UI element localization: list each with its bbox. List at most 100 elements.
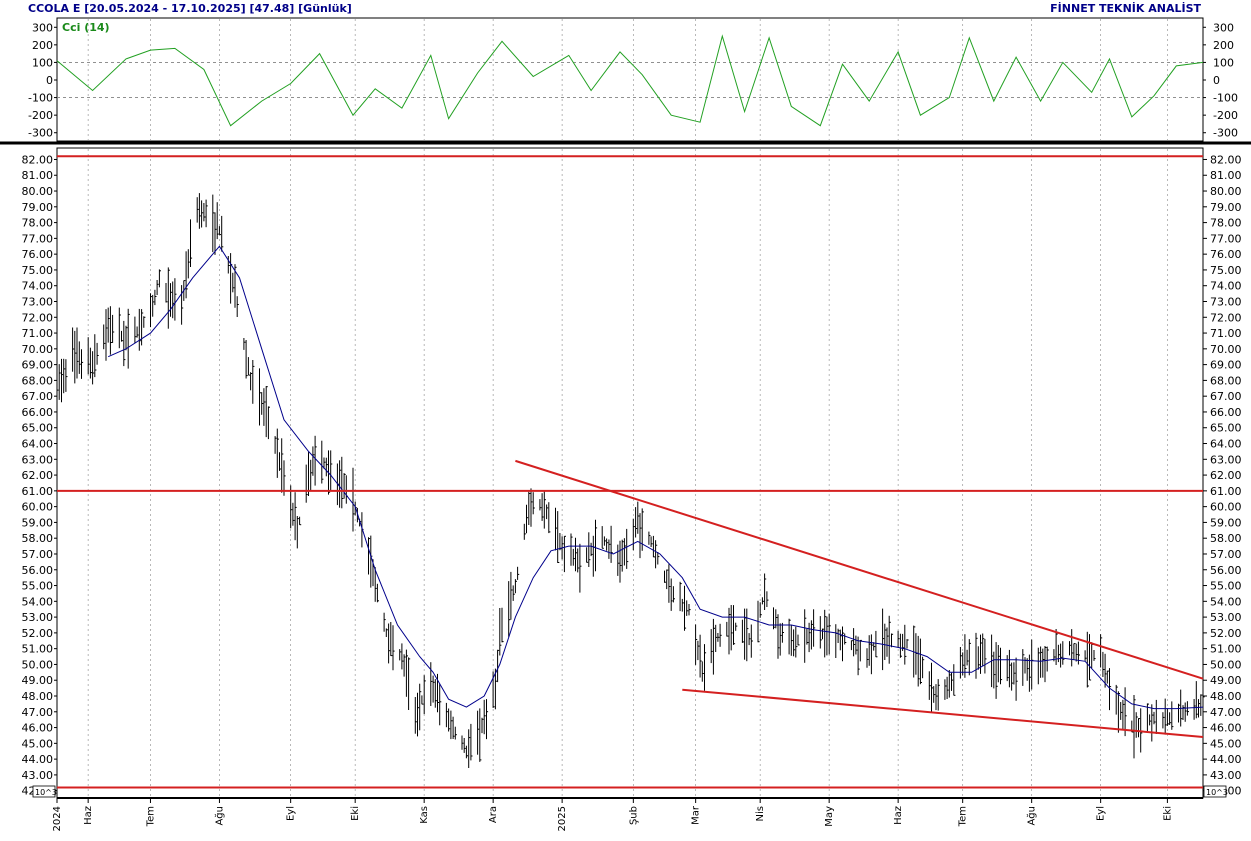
price-y-tick-label-right: 64.00	[1210, 438, 1242, 451]
price-y-tick-label-left: 49.00	[22, 674, 54, 687]
price-y-tick-label-right: 81.00	[1210, 169, 1242, 182]
cci-line	[56, 34, 1204, 127]
trendlines	[515, 459, 1204, 739]
trendline	[515, 459, 1204, 680]
price-y-tick-label-right: 45.00	[1210, 737, 1242, 750]
price-y-tick-label-left: 46.00	[22, 722, 54, 735]
cci-y-tick-label-left: 0	[46, 74, 53, 87]
price-y-tick-label-left: 76.00	[22, 248, 54, 261]
price-y-tick-label-left: 74.00	[22, 280, 54, 293]
cci-y-tick-label-left: -100	[28, 92, 53, 105]
price-y-tick-label-right: 48.00	[1210, 690, 1242, 703]
price-y-tick-label-left: 65.00	[22, 422, 54, 435]
price-y-tick-label-left: 50.00	[22, 658, 54, 671]
cci-y-tick-label-left: -200	[28, 109, 53, 122]
cci-y-tick-label-right: 0	[1213, 74, 1220, 87]
price-y-tick-label-left: 82.00	[22, 153, 54, 166]
price-y-tick-label-right: 79.00	[1210, 201, 1242, 214]
price-y-tick-label-left: 78.00	[22, 217, 54, 230]
price-y-axis: 82.00 82.00 81.00 81.00 80.00 80.00 79.00 79.00…	[22, 153, 1242, 797]
price-y-tick-label-right: 75.00	[1210, 264, 1242, 277]
x-tick-label: Eki	[350, 806, 361, 821]
cci-panel-frame	[56, 17, 1204, 142]
price-y-tick-label-left: 61.00	[22, 485, 54, 498]
x-tick-label: Tem	[958, 806, 969, 827]
price-y-tick-label-left: 62.00	[22, 469, 54, 482]
price-y-tick-label-right: 49.00	[1210, 674, 1242, 687]
cci-y-axis: 300 300 200 200 100 100 0 0 -100 -100 -200 -200 -300…	[28, 21, 1238, 139]
price-y-tick-label-right: 82.00	[1210, 153, 1242, 166]
price-y-tick-label-left: 54.00	[22, 595, 54, 608]
cci-y-tick-label-right: 100	[1213, 56, 1234, 69]
price-y-tick-label-right: 55.00	[1210, 580, 1242, 593]
price-y-tick-label-right: 59.00	[1210, 516, 1242, 529]
price-y-tick-label-right: 63.00	[1210, 453, 1242, 466]
x-tick-label: Nis	[755, 806, 766, 821]
price-y-tick-label-left: 64.00	[22, 438, 54, 451]
price-y-tick-label-left: 68.00	[22, 374, 54, 387]
price-y-tick-label-left: 69.00	[22, 359, 54, 372]
price-y-tick-label-right: 51.00	[1210, 643, 1242, 656]
y-scale-label-right: 10^3	[1206, 788, 1228, 797]
price-y-tick-label-right: 58.00	[1210, 532, 1242, 545]
price-y-tick-label-right: 43.00	[1210, 769, 1242, 782]
cci-y-tick-label-right: -100	[1213, 92, 1238, 105]
x-tick-label: Eyl	[286, 806, 297, 821]
price-y-tick-label-left: 56.00	[22, 564, 54, 577]
price-y-tick-label-left: 44.00	[22, 753, 54, 766]
price-y-tick-label-right: 68.00	[1210, 374, 1242, 387]
price-y-tick-label-right: 74.00	[1210, 280, 1242, 293]
cci-series	[56, 34, 1204, 127]
x-axis: 2024 Haz Tem Ağu Eyl Eki Kas Ara 2025 Şub Mar Nis Ma…	[52, 798, 1173, 831]
price-y-tick-label-right: 69.00	[1210, 359, 1242, 372]
x-tick-label: Haz	[893, 806, 904, 825]
price-y-tick-label-left: 79.00	[22, 201, 54, 214]
x-tick-label: Tem	[145, 806, 156, 827]
price-y-tick-label-left: 72.00	[22, 311, 54, 324]
cci-y-tick-label-left: 300	[32, 21, 53, 34]
cci-y-tick-label-right: -200	[1213, 109, 1238, 122]
x-tick-label: Mar	[691, 805, 702, 825]
cci-y-tick-label-right: 200	[1213, 39, 1234, 52]
price-y-tick-label-left: 77.00	[22, 232, 54, 245]
price-y-tick-label-right: 76.00	[1210, 248, 1242, 261]
cci-y-tick-label-right: 300	[1213, 21, 1234, 34]
x-tick-label: Eyl	[1096, 806, 1107, 821]
y-scale-badge-left	[32, 785, 56, 798]
price-y-tick-label-right: 47.00	[1210, 706, 1242, 719]
horizontal-levels	[57, 155, 1203, 789]
price-y-tick-label-right: 71.00	[1210, 327, 1242, 340]
price-y-tick-label-left: 45.00	[22, 737, 54, 750]
price-y-tick-label-right: 77.00	[1210, 232, 1242, 245]
moving-average-series	[107, 245, 1204, 710]
price-y-tick-label-right: 50.00	[1210, 658, 1242, 671]
price-y-tick-label-right: 62.00	[1210, 469, 1242, 482]
price-y-tick-label-right: 52.00	[1210, 627, 1242, 640]
price-y-tick-label-right: 67.00	[1210, 390, 1242, 403]
price-y-tick-label-left: 81.00	[22, 169, 54, 182]
cci-y-tick-label-left: 100	[32, 56, 53, 69]
x-tick-label: Ara	[488, 806, 499, 823]
cci-y-tick-label-left: 200	[32, 39, 53, 52]
price-y-tick-label-right: 53.00	[1210, 611, 1242, 624]
price-y-tick-label-left: 53.00	[22, 611, 54, 624]
price-y-tick-label-left: 75.00	[22, 264, 54, 277]
cci-indicator-label: Cci (14)	[62, 21, 110, 34]
x-tick-label: Kas	[419, 806, 430, 824]
price-y-tick-label-right: 70.00	[1210, 343, 1242, 356]
price-y-tick-label-right: 78.00	[1210, 217, 1242, 230]
x-tick-label: Ağu	[213, 806, 225, 826]
price-y-tick-label-left: 80.00	[22, 185, 54, 198]
x-tick-label: Ağu	[1026, 806, 1038, 826]
price-y-tick-label-right: 46.00	[1210, 722, 1242, 735]
x-tick-label: Haz	[83, 806, 94, 825]
price-y-tick-label-left: 63.00	[22, 453, 54, 466]
price-y-tick-label-left: 66.00	[22, 406, 54, 419]
cci-y-tick-label-left: -300	[28, 127, 53, 140]
x-tick-label: Eki	[1162, 806, 1173, 821]
price-y-tick-label-left: 55.00	[22, 580, 54, 593]
x-tick-label: Şub	[628, 806, 639, 825]
price-panel-frame	[56, 147, 1204, 799]
price-y-tick-label-left: 52.00	[22, 627, 54, 640]
